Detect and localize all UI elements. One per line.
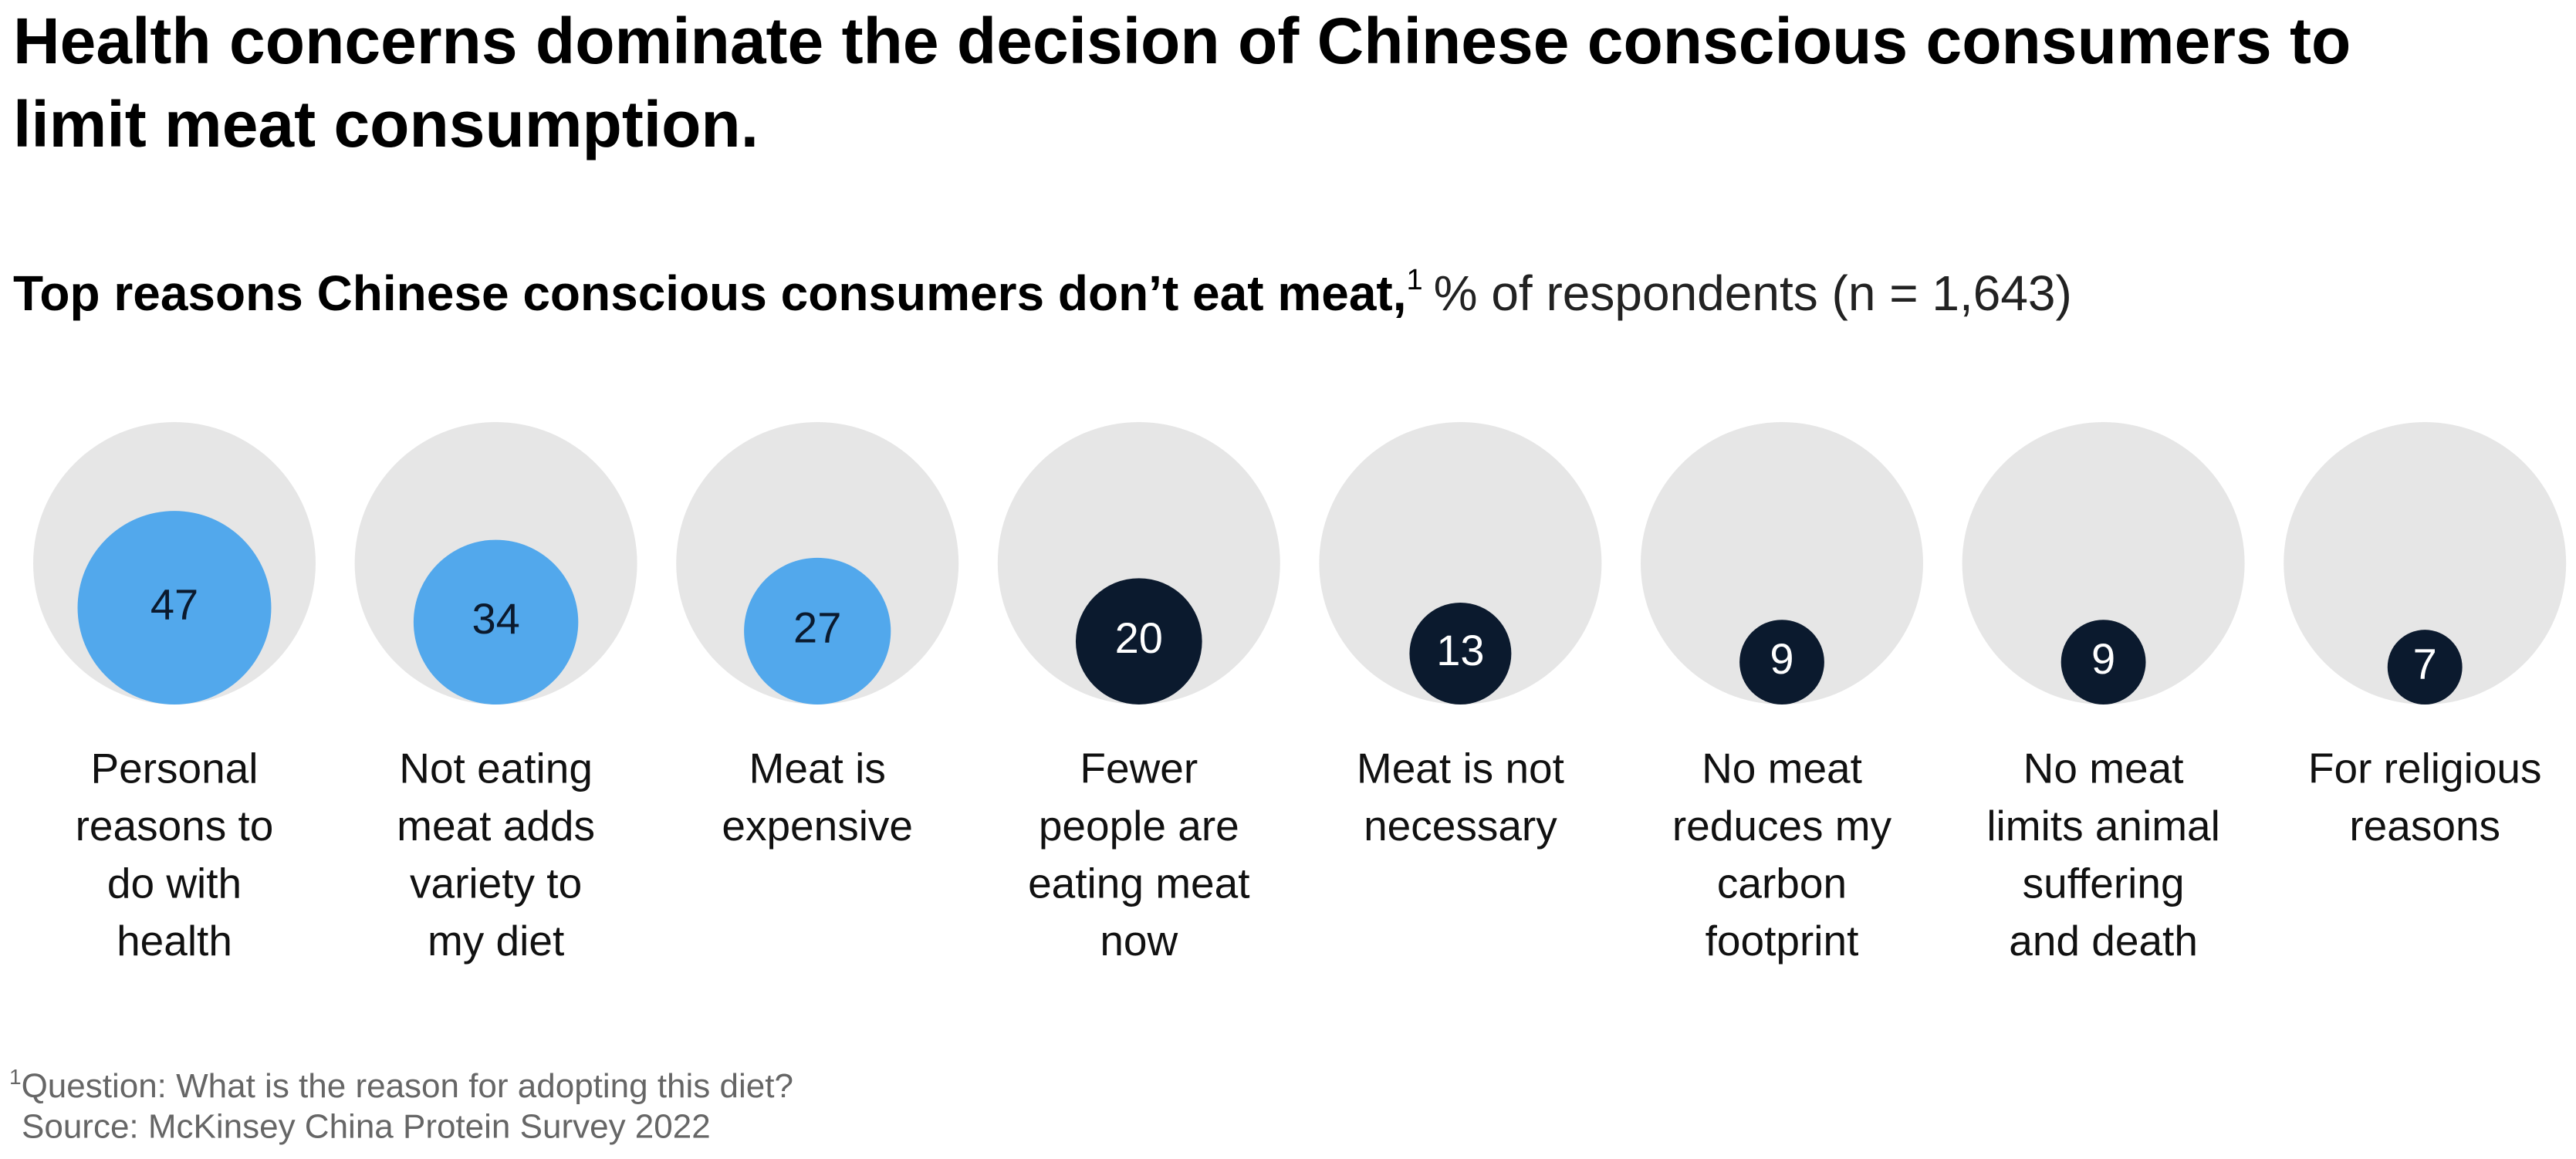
- category-label: variety to: [410, 860, 582, 907]
- subtitle: Top reasons Chinese conscious consumers …: [13, 265, 1407, 321]
- category-label: reduces my: [1672, 802, 1892, 850]
- bubble: [413, 539, 579, 705]
- category-label: people are: [1039, 802, 1239, 850]
- value-label: 34: [472, 594, 519, 643]
- category-label: necessary: [1364, 802, 1557, 850]
- category-label: No meat: [2023, 745, 2184, 792]
- value-label: 20: [1115, 613, 1163, 662]
- category-label: Not eating: [399, 745, 593, 792]
- value-label: 13: [1436, 626, 1484, 674]
- category-label: limits animal: [1986, 802, 2220, 850]
- source: Source: McKinsey China Protein Survey 20…: [22, 1108, 711, 1146]
- bubble: [744, 557, 891, 705]
- max-circle: [1641, 422, 1923, 705]
- bubble: [1075, 578, 1202, 705]
- category-label: do with: [107, 860, 242, 907]
- category-label: No meat: [1702, 745, 1862, 792]
- bubble: [1409, 603, 1512, 705]
- footnote-marker: 1: [9, 1065, 22, 1089]
- category-label: health: [117, 917, 232, 965]
- max-circle: [1962, 422, 2245, 705]
- max-circle: [997, 422, 1280, 705]
- subtitle-marker: 1: [1407, 264, 1423, 296]
- footnote-text: Question: What is the reason for adoptin…: [22, 1067, 793, 1105]
- bubble: [2060, 620, 2146, 705]
- category-label: footprint: [1706, 917, 1859, 965]
- chart-subtitle: Top reasons Chinese conscious consumers …: [13, 264, 2072, 321]
- unit: % of respondents (n = 1,643): [1434, 265, 2072, 321]
- category-label: For religious: [2308, 745, 2542, 792]
- category-label: Personal: [90, 745, 258, 792]
- value-label: 9: [2091, 634, 2115, 683]
- bubble: [2387, 630, 2463, 705]
- plot: 47 Personal reasons to do with health 34 Not e…: [33, 422, 2567, 965]
- category-label: carbon: [1717, 860, 1847, 907]
- category-label: suffering: [2023, 860, 2185, 907]
- category-label: meat adds: [397, 802, 595, 850]
- value-label: 7: [2413, 639, 2437, 688]
- category-label: reasons: [2349, 802, 2500, 850]
- chart-title: Health concerns dominate the decision of…: [13, 5, 2351, 77]
- category-label: Fewer: [1080, 745, 1198, 792]
- max-circle: [1319, 422, 1602, 705]
- category-label: now: [1100, 917, 1178, 965]
- bubble: [1739, 620, 1824, 705]
- category-label: reasons to: [76, 802, 274, 850]
- category-label: Meat is: [749, 745, 886, 792]
- category-label: my diet: [428, 917, 564, 965]
- category-label: eating meat: [1028, 860, 1249, 907]
- value-label: 27: [793, 603, 841, 652]
- category-label: Meat is not: [1357, 745, 1564, 792]
- value-label: 47: [150, 580, 198, 628]
- category-label: and death: [2009, 917, 2198, 965]
- bubble: [77, 511, 272, 705]
- category-label: expensive: [722, 802, 913, 850]
- value-label: 9: [1770, 634, 1793, 683]
- chart-title: limit meat consumption.: [13, 88, 759, 161]
- footnote: 1Question: What is the reason for adopti…: [9, 1065, 793, 1104]
- max-circle: [2284, 422, 2567, 705]
